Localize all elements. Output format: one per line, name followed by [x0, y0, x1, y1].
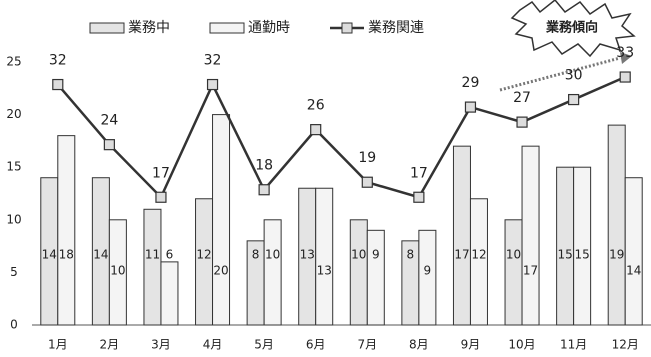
y-tick-label: 10 [6, 212, 21, 226]
bar-value-label: 20 [213, 264, 228, 278]
bar-value-label: 8 [407, 248, 415, 262]
bar-value-label: 9 [424, 264, 432, 278]
x-tick-label: 6月 [306, 338, 326, 352]
bar-value-label: 13 [300, 248, 315, 262]
line-marker [619, 71, 631, 83]
bar-value-label: 18 [59, 248, 74, 262]
x-tick-label: 4月 [203, 338, 223, 352]
bar-value-label: 10 [265, 248, 280, 262]
bar [556, 166, 575, 326]
line-value-label: 17 [410, 165, 428, 181]
bar [212, 114, 231, 326]
x-tick-label: 5月 [254, 338, 274, 352]
bar-value-label: 14 [626, 264, 641, 278]
legend-swatch [89, 22, 125, 34]
x-tick-label: 8月 [409, 338, 429, 352]
line-marker [464, 101, 477, 113]
line-marker [310, 124, 322, 136]
bar-value-label: 12 [471, 248, 486, 262]
line-value-label: 18 [255, 158, 273, 174]
bar-value-label: 9 [372, 248, 380, 262]
line-value-label: 33 [616, 45, 634, 61]
legend-label: 業務中 [128, 20, 170, 36]
line-marker [103, 139, 115, 151]
x-tick-label: 3月 [151, 338, 171, 352]
bar [366, 229, 385, 326]
legend-label: 通勤時 [248, 20, 290, 36]
x-tick-label: 7月 [357, 338, 377, 352]
line-value-label: 17 [152, 165, 170, 181]
bar [195, 198, 214, 326]
line-marker [258, 184, 270, 196]
annotation-burst [499, 0, 636, 92]
bar-value-label: 10 [506, 248, 521, 262]
bar [469, 198, 488, 326]
x-tick-label: 10月 [508, 338, 535, 352]
bar [504, 219, 523, 326]
bar [315, 187, 334, 326]
y-tick-label: 20 [6, 107, 21, 121]
starburst [510, 0, 636, 58]
bar [160, 261, 179, 326]
bar-value-label: 15 [557, 248, 572, 262]
bar [607, 124, 626, 326]
legend-marker [341, 22, 353, 34]
line-value-label: 29 [462, 75, 480, 91]
legend-swatch [209, 22, 245, 34]
y-tick-label: 0 [10, 318, 18, 332]
bar [452, 145, 471, 326]
y-tick-label: 25 [6, 55, 21, 69]
bar-value-label: 17 [454, 248, 469, 262]
bar-value-label: 8 [252, 248, 260, 262]
bar-value-label: 14 [93, 248, 108, 262]
bar [143, 208, 162, 326]
y-tick-label: 5 [10, 265, 18, 279]
bar-value-label: 14 [42, 248, 57, 262]
bar [263, 219, 282, 326]
trend-arrow [499, 56, 621, 92]
bar-value-label: 11 [145, 248, 160, 262]
bar [418, 229, 437, 326]
bar-value-label: 10 [351, 248, 366, 262]
bar-value-label: 6 [166, 248, 174, 262]
line-value-label: 30 [565, 68, 583, 84]
bar [573, 166, 592, 326]
bar-value-label: 10 [110, 264, 125, 278]
line-marker [413, 191, 425, 203]
bar [521, 145, 540, 326]
x-tick-label: 1月 [48, 338, 68, 352]
bar-value-label: 13 [317, 264, 332, 278]
bar [108, 219, 127, 326]
line [56, 75, 626, 200]
line-marker [568, 93, 580, 106]
arrow-head [620, 52, 632, 64]
bar [624, 177, 643, 326]
y-tick-label: 15 [6, 160, 21, 174]
line-value-label: 26 [307, 98, 325, 114]
line-marker [361, 176, 373, 188]
annotation: 業務傾向 [545, 20, 598, 36]
bar-value-label: 12 [196, 248, 211, 262]
line-marker [155, 191, 167, 203]
line-marker [206, 78, 219, 91]
bar-value-label: 19 [609, 248, 624, 262]
bar-value-label: 15 [574, 248, 589, 262]
bar [349, 219, 368, 326]
line-value-label: 24 [100, 113, 118, 129]
line-value-label: 32 [49, 53, 67, 69]
line-marker [516, 116, 528, 128]
x-tick-label: 2月 [100, 338, 120, 352]
bar [57, 135, 76, 326]
legend-label: 業務関連 [368, 20, 424, 36]
x-tick-label: 12月 [612, 338, 639, 352]
line-marker [52, 78, 64, 91]
line-value-label: 19 [358, 150, 376, 166]
line-value-label: 32 [204, 53, 222, 69]
x-tick-label: 9月 [461, 338, 481, 352]
bar-value-label: 17 [523, 264, 538, 278]
x-tick-label: 11月 [560, 338, 587, 352]
line-value-label: 27 [513, 90, 531, 106]
